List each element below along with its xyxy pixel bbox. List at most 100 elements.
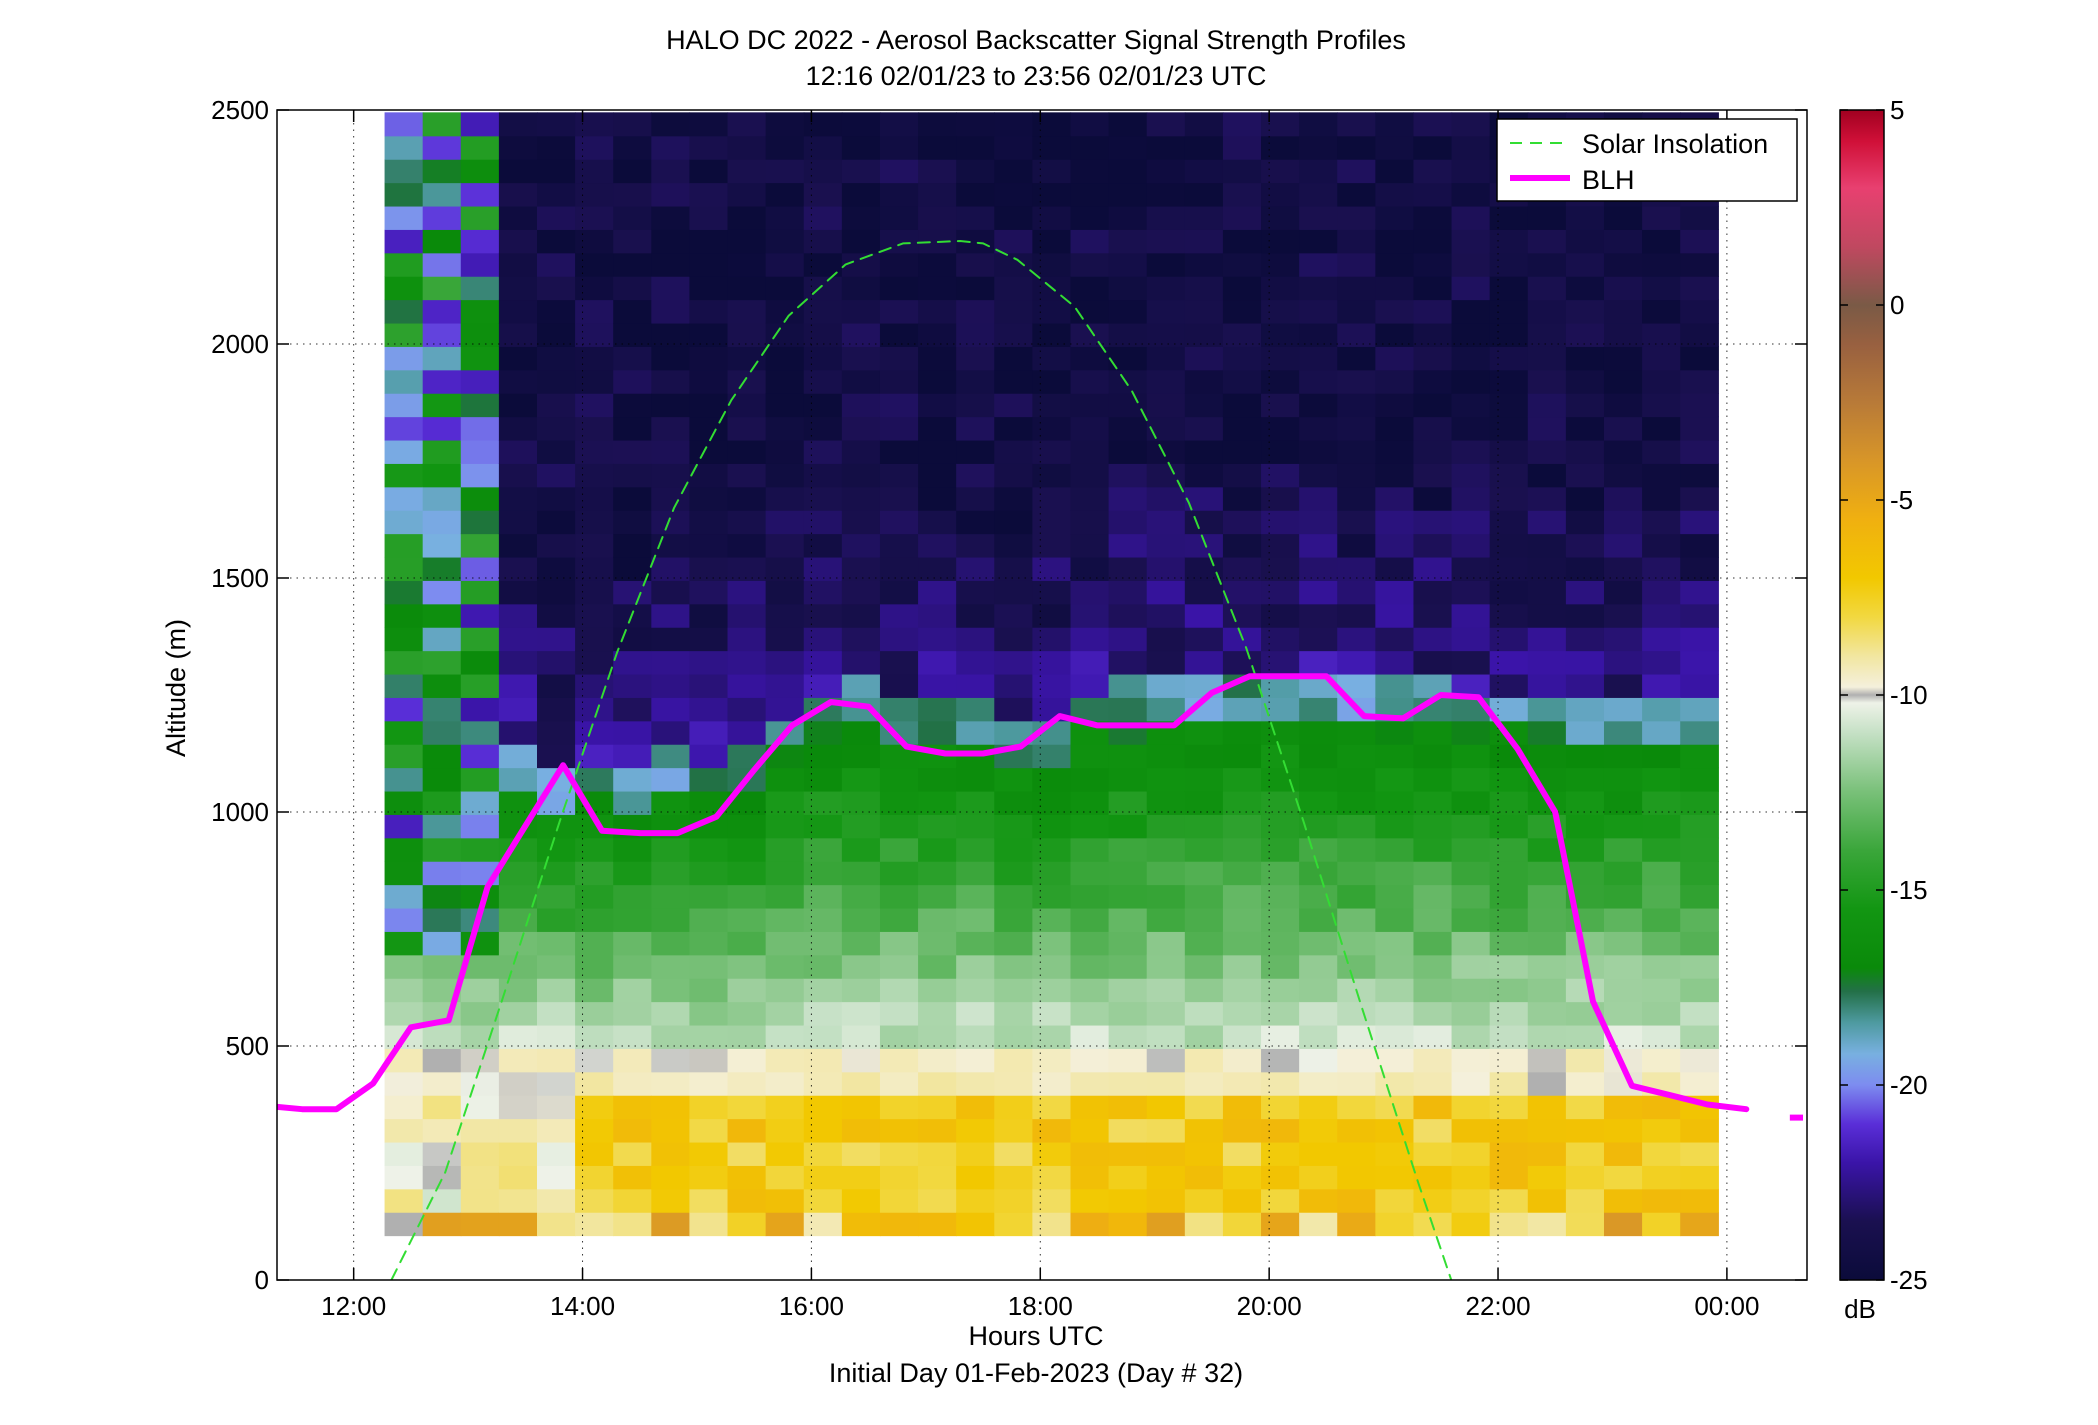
heatmap-cell	[537, 299, 576, 324]
heatmap-cell	[1222, 556, 1262, 581]
heatmap-cell	[1070, 346, 1110, 371]
heatmap-cell	[689, 580, 729, 605]
heatmap-cell	[575, 159, 614, 184]
heatmap-cell	[994, 346, 1033, 371]
heatmap-cell	[1642, 790, 1681, 815]
heatmap-cell	[651, 1165, 691, 1190]
heatmap-cell	[1337, 135, 1376, 160]
heatmap-cell	[1565, 252, 1605, 277]
heatmap-cell	[460, 1212, 500, 1237]
heatmap-cell	[384, 346, 424, 371]
heatmap-cell	[1451, 720, 1491, 745]
heatmap-cell	[918, 907, 957, 932]
heatmap-cell	[1222, 580, 1262, 605]
heatmap-cell	[1261, 978, 1300, 1003]
heatmap-cell	[956, 1001, 995, 1026]
heatmap-cell	[841, 533, 881, 558]
heatmap-cell	[1413, 533, 1453, 558]
heatmap-cell	[1337, 1165, 1376, 1190]
heatmap-cell	[689, 229, 729, 254]
heatmap-cell	[727, 252, 767, 277]
heatmap-cell	[1451, 159, 1491, 184]
heatmap-cell	[689, 978, 729, 1003]
heatmap-cell	[384, 159, 424, 184]
heatmap-cell	[689, 182, 729, 207]
heatmap-cell	[498, 486, 538, 511]
chart-title: HALO DC 2022 - Aerosol Backscatter Signa…	[666, 25, 1406, 55]
heatmap-cell	[841, 1141, 881, 1166]
heatmap-cell	[1337, 1071, 1376, 1096]
heatmap-cell	[1680, 252, 1719, 277]
heatmap-cell	[1184, 299, 1224, 324]
heatmap-cell	[651, 299, 691, 324]
heatmap-cell	[803, 1095, 843, 1120]
heatmap-cell	[1222, 1188, 1262, 1213]
heatmap-cell	[879, 486, 919, 511]
heatmap-cell	[1261, 182, 1300, 207]
heatmap-cell	[1032, 790, 1072, 815]
heatmap-cell	[1527, 1212, 1567, 1237]
heatmap-cell	[1146, 1024, 1186, 1049]
heatmap-cell	[994, 252, 1033, 277]
heatmap-cell	[994, 112, 1033, 137]
heatmap-cell	[1489, 205, 1529, 230]
heatmap-cell	[1222, 603, 1262, 628]
heatmap-cell	[422, 556, 462, 581]
heatmap-cell	[613, 556, 652, 581]
heatmap-cell	[879, 1024, 919, 1049]
heatmap-cell	[956, 135, 995, 160]
heatmap-cell	[879, 1095, 919, 1120]
heatmap-cell	[537, 650, 576, 675]
heatmap-cell	[422, 1095, 462, 1120]
heatmap-cell	[1489, 322, 1529, 347]
heatmap-cell	[1565, 627, 1605, 652]
heatmap-cell	[384, 650, 424, 675]
heatmap-cell	[460, 580, 500, 605]
heatmap-cell	[1451, 276, 1491, 301]
heatmap-cell	[765, 697, 805, 722]
heatmap-cell	[651, 1048, 691, 1073]
heatmap-cell	[1070, 580, 1110, 605]
heatmap-cell	[1108, 790, 1148, 815]
heatmap-cell	[803, 1024, 843, 1049]
heatmap-cell	[537, 533, 576, 558]
heatmap-cell	[651, 439, 691, 464]
heatmap-cell	[1108, 556, 1148, 581]
heatmap-cell	[879, 393, 919, 418]
heatmap-cell	[1603, 954, 1643, 979]
heatmap-cell	[1146, 673, 1186, 698]
heatmap-cell	[422, 720, 462, 745]
heatmap-cell	[384, 322, 424, 347]
heatmap-cell	[1527, 486, 1567, 511]
heatmap-cell	[1108, 603, 1148, 628]
heatmap-cell	[803, 1141, 843, 1166]
heatmap-cell	[1146, 1071, 1186, 1096]
heatmap-cell	[1261, 229, 1300, 254]
heatmap-cell	[384, 861, 424, 886]
heatmap-cell	[384, 1141, 424, 1166]
heatmap-cell	[384, 112, 424, 137]
heatmap-cell	[613, 580, 652, 605]
heatmap-cell	[498, 744, 538, 769]
heatmap-cell	[1451, 767, 1491, 792]
heatmap-cell	[422, 814, 462, 839]
heatmap-cell	[498, 112, 538, 137]
heatmap-cell	[1261, 439, 1300, 464]
heatmap-cell	[422, 1212, 462, 1237]
heatmap-cell	[460, 276, 500, 301]
heatmap-cell	[1375, 954, 1415, 979]
heatmap-cell	[651, 580, 691, 605]
heatmap-cell	[765, 486, 805, 511]
heatmap-cell	[460, 369, 500, 394]
heatmap-cell	[1375, 229, 1415, 254]
heatmap-cell	[575, 1188, 614, 1213]
heatmap-cell	[422, 182, 462, 207]
heatmap-cell	[841, 1001, 881, 1026]
heatmap-cell	[1451, 837, 1491, 862]
heatmap-cell	[1146, 205, 1186, 230]
heatmap-cell	[994, 135, 1033, 160]
heatmap-cell	[498, 393, 538, 418]
heatmap-cell	[879, 205, 919, 230]
heatmap-cell	[1222, 1141, 1262, 1166]
heatmap-cell	[1222, 790, 1262, 815]
